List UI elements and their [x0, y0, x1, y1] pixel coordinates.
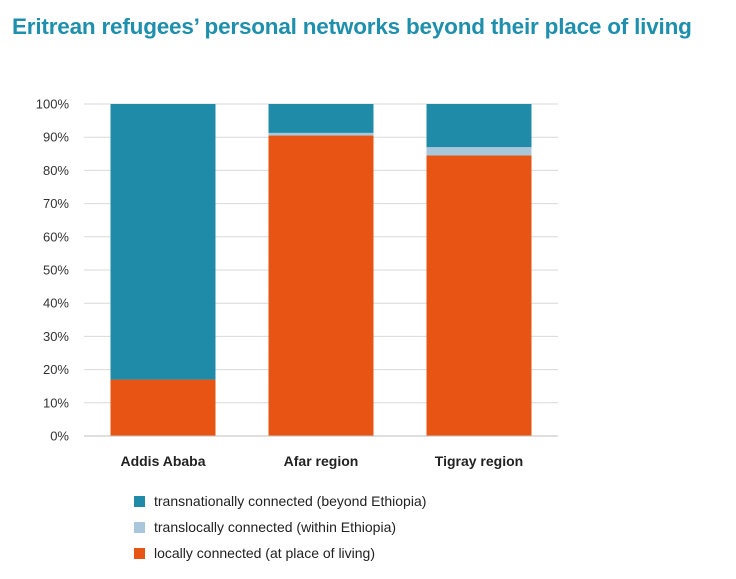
y-tick-label: 10%	[43, 395, 69, 410]
x-category-label: Afar region	[284, 453, 359, 469]
legend-label: translocally connected (within Ethiopia)	[154, 519, 397, 535]
legend-swatch	[134, 547, 145, 559]
bar-segment	[268, 132, 374, 136]
y-tick-label: 90%	[43, 130, 69, 145]
chart-title: Eritrean refugees’ personal networks bey…	[12, 14, 692, 39]
y-tick-label: 40%	[43, 296, 69, 311]
legend-item-local: locally connected (at place of living)	[134, 540, 426, 566]
y-tick-label: 100%	[36, 97, 70, 112]
legend-label: transnationally connected (beyond Ethiop…	[154, 493, 427, 509]
legend-swatch	[134, 495, 145, 507]
bar-segment	[110, 379, 216, 436]
y-axis-ticks: 0% 10% 20% 30% 40% 50% 60% 70% 80% 90% 100%	[36, 97, 70, 444]
bar-segment	[426, 147, 532, 156]
y-tick-label: 0%	[50, 429, 69, 444]
legend-label: locally connected (at place of living)	[154, 545, 376, 561]
legend: transnationally connected (beyond Ethiop…	[134, 488, 426, 566]
y-tick-label: 20%	[43, 362, 69, 377]
x-category-label: Tigray region	[435, 453, 523, 469]
bars	[110, 104, 532, 437]
y-tick-label: 30%	[43, 329, 69, 344]
bar-segment	[268, 135, 374, 437]
bar-segment	[110, 104, 216, 380]
x-category-label: Addis Ababa	[120, 453, 205, 469]
stacked-bar-chart: 0% 10% 20% 30% 40% 50% 60% 70% 80% 90% 100% Addis …	[36, 97, 558, 469]
bar-segment	[268, 104, 374, 133]
bar-segment	[426, 104, 532, 148]
y-tick-label: 80%	[43, 163, 69, 178]
legend-item-translocal: translocally connected (within Ethiopia)	[134, 514, 426, 540]
bar-segment	[426, 155, 532, 436]
x-axis-categories: Addis Ababa Afar region Tigray region	[120, 453, 523, 469]
legend-swatch	[134, 521, 145, 533]
y-tick-label: 60%	[43, 229, 69, 244]
legend-item-transnational: transnationally connected (beyond Ethiop…	[134, 488, 426, 514]
y-tick-label: 50%	[43, 263, 69, 278]
y-tick-label: 70%	[43, 196, 69, 211]
